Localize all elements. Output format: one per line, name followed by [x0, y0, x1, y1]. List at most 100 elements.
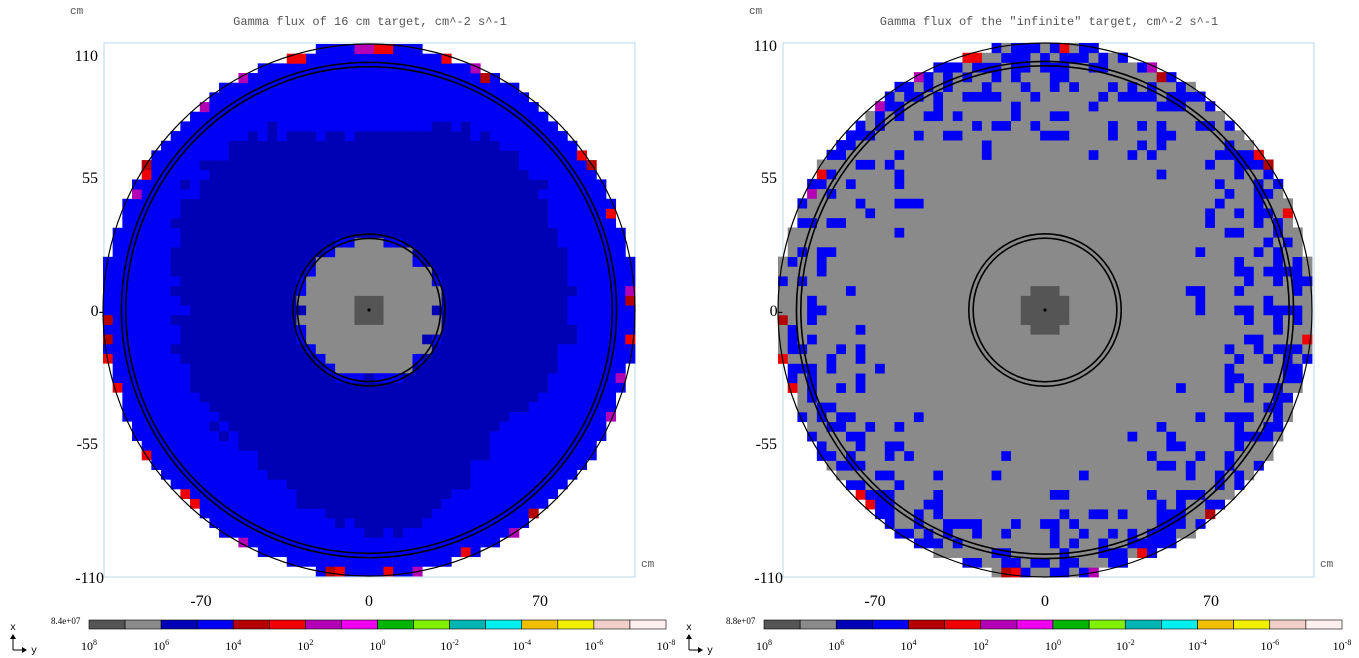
heatmap-cell: [865, 489, 876, 500]
heatmap-cell: [1078, 52, 1090, 63]
heatmap-cell: [180, 189, 191, 200]
heatmap-cell: [306, 556, 317, 567]
heatmap-cell: [1195, 198, 1206, 209]
heatmap-cell: [1146, 382, 1158, 393]
heatmap-cell: [344, 314, 355, 325]
heatmap-cell: [141, 363, 152, 374]
heatmap-cell: [1011, 208, 1022, 219]
heatmap-cell: [816, 217, 827, 228]
heatmap-cell: [1020, 363, 1031, 374]
heatmap-cell: [441, 479, 452, 490]
heatmap-cell: [267, 266, 278, 277]
heatmap-cell: [219, 169, 230, 180]
heatmap-cell: [238, 537, 249, 548]
heatmap-cell: [373, 488, 384, 500]
heatmap-cell: [1224, 217, 1235, 228]
heatmap-cell: [1214, 266, 1226, 277]
heatmap-cell: [836, 431, 847, 442]
heatmap-cell: [567, 372, 578, 383]
heatmap-cell: [576, 189, 588, 200]
heatmap-cell: [1292, 314, 1303, 325]
heatmap-cell: [596, 266, 607, 277]
heatmap-cell: [509, 179, 520, 190]
heatmap-cell: [1137, 402, 1148, 413]
heatmap-cell: [943, 392, 954, 403]
heatmap-cell: [509, 343, 520, 354]
heatmap-cell: [1282, 295, 1293, 306]
heatmap-cell: [335, 498, 346, 509]
heatmap-cell: [1244, 402, 1255, 413]
heatmap-cell: [383, 334, 394, 345]
heatmap-cell: [509, 160, 520, 171]
heatmap-cell: [460, 227, 471, 238]
heatmap-cell: [923, 460, 934, 471]
heatmap-cell: [797, 256, 808, 267]
heatmap-cell: [1098, 295, 1109, 306]
heatmap-cell: [576, 295, 588, 306]
heatmap-cell: [1040, 227, 1051, 238]
heatmap-cell: [1263, 382, 1274, 393]
heatmap-cell: [480, 237, 491, 248]
heatmap-cell: [923, 450, 934, 461]
heatmap-cell: [1205, 266, 1216, 277]
heatmap-cell: [499, 131, 510, 142]
heatmap-cell: [894, 159, 905, 170]
heatmap-cell: [913, 208, 925, 219]
heatmap-cell: [267, 82, 278, 93]
heatmap-cell: [441, 450, 452, 461]
heatmap-cell: [865, 460, 876, 471]
heatmap-cell: [904, 441, 915, 452]
heatmap-cell: [151, 198, 162, 209]
heatmap-cell: [1214, 334, 1226, 345]
heatmap-cell: [1137, 227, 1148, 238]
heatmap-cell: [122, 295, 133, 306]
heatmap-cell: [499, 334, 510, 345]
heatmap-cell: [412, 314, 423, 325]
heatmap-cell: [1273, 324, 1284, 335]
colorbar-swatch: [557, 619, 595, 630]
heatmap-cell: [1078, 353, 1090, 364]
heatmap-cell: [943, 305, 954, 316]
heatmap-cell: [170, 140, 181, 151]
heatmap-cell: [586, 169, 597, 180]
heatmap-cell: [1040, 295, 1051, 306]
heatmap-cell: [1059, 266, 1070, 277]
heatmap-cell: [538, 305, 549, 316]
arrowhead-icon: [698, 647, 703, 653]
heatmap-cell: [518, 334, 529, 345]
heatmap-cell: [1078, 217, 1090, 228]
heatmap-cell: [1088, 72, 1099, 83]
heatmap-cell: [1098, 460, 1109, 471]
heatmap-cell: [913, 353, 925, 364]
heatmap-cell: [480, 488, 491, 500]
heatmap-cell: [1185, 314, 1196, 325]
heatmap-cell: [1117, 217, 1128, 228]
colorbar-tick-label: 108: [81, 638, 97, 653]
heatmap-cell: [1253, 295, 1264, 306]
heatmap-cell: [528, 411, 539, 422]
heatmap-cell: [981, 227, 992, 238]
heatmap-cell: [981, 266, 992, 277]
heatmap-cell: [257, 401, 268, 412]
heatmap-cell: [1098, 266, 1109, 277]
y-tick-label: 110: [754, 38, 777, 55]
heatmap-cell: [325, 92, 336, 103]
heatmap-cell: [1214, 130, 1226, 141]
heatmap-cell: [1108, 188, 1119, 199]
heatmap-cell: [538, 343, 549, 354]
heatmap-cell: [344, 508, 355, 519]
heatmap-cell: [1146, 509, 1158, 520]
heatmap-cell: [509, 121, 520, 132]
heatmap-cell: [151, 208, 162, 219]
heatmap-cell: [122, 208, 133, 219]
heatmap-cell: [335, 102, 346, 113]
heatmap-cell: [122, 411, 133, 422]
heatmap-cell: [894, 188, 905, 199]
heatmap-cell: [884, 217, 895, 228]
heatmap-cell: [576, 411, 588, 422]
heatmap-cell: [325, 169, 336, 180]
heatmap-cell: [1244, 450, 1255, 461]
heatmap-cell: [257, 382, 268, 393]
heatmap-cell: [1205, 431, 1216, 442]
heatmap-cell: [1030, 178, 1041, 190]
